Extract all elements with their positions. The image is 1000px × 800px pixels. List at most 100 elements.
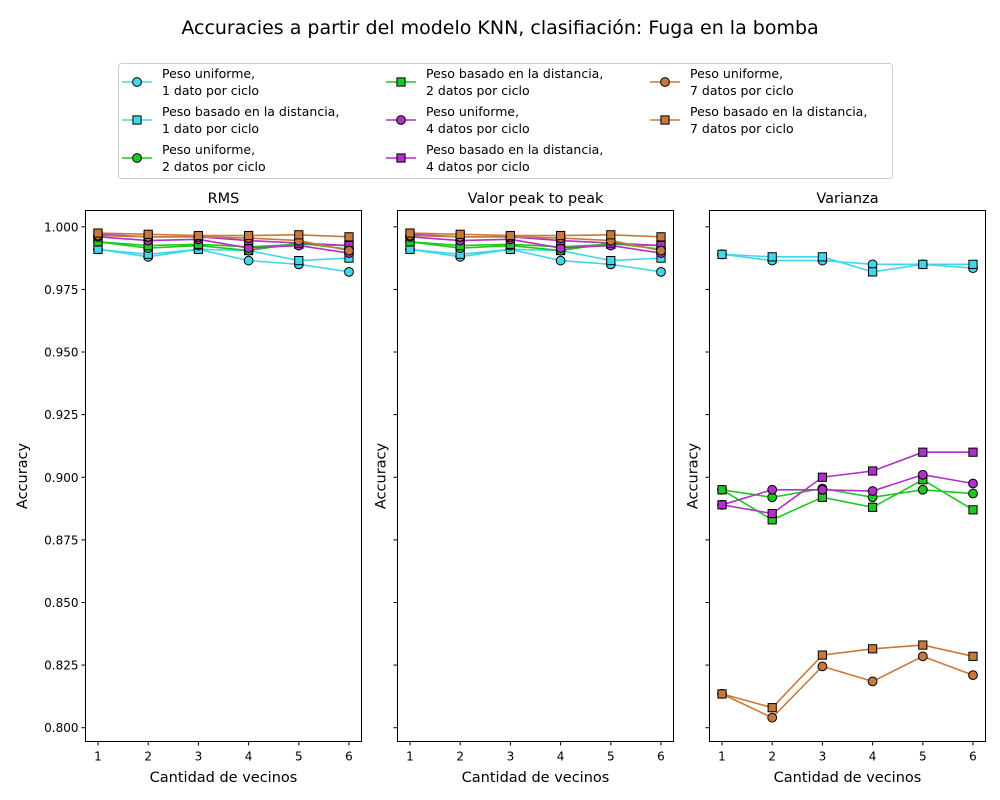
legend-marker — [396, 115, 406, 125]
legend-marker — [396, 153, 406, 163]
data-point — [918, 259, 928, 269]
data-point — [968, 259, 978, 269]
legend-item: Peso uniforme, 4 datos por ciclo — [386, 104, 530, 136]
y-axis-label: Accuracy — [686, 442, 702, 509]
series-line — [409, 236, 662, 254]
x-tick-label: 3 — [507, 750, 515, 764]
data-point — [817, 650, 827, 660]
data-point — [868, 502, 878, 512]
series-line — [721, 655, 974, 719]
series-line — [721, 487, 974, 499]
series-line — [409, 248, 662, 273]
legend-marker — [132, 153, 142, 163]
chart-panels: RMS 1 2 3 4 5 6 0.800 0.825 0.850 0.875 0.900 0.925 0… — [15, 191, 986, 786]
legend-item: Peso basado en la distancia, 1 dato por c… — [122, 104, 339, 136]
data-point — [344, 245, 354, 256]
series-line — [721, 451, 973, 515]
y-tick-label: 0.975 — [44, 283, 78, 297]
data-point — [817, 661, 828, 672]
legend-marker — [660, 77, 670, 87]
data-point — [193, 230, 204, 241]
series-line — [409, 248, 662, 262]
x-tick-label: 1 — [94, 750, 102, 764]
y-tick-label: 0.800 — [44, 721, 78, 735]
data-point — [968, 651, 978, 661]
data-point — [917, 469, 928, 480]
series-line — [409, 232, 662, 238]
data-point — [817, 472, 827, 482]
legend-label: Peso basado en la distancia, — [690, 104, 867, 119]
data-point — [767, 508, 777, 519]
legend-marker — [660, 115, 670, 125]
data-point — [917, 484, 928, 495]
legend-label: Peso uniforme, — [426, 104, 519, 119]
data-point — [817, 252, 827, 262]
y-tick-label: 1.000 — [44, 220, 78, 234]
x-tick-label: 5 — [919, 750, 927, 764]
legend-label: 2 datos por ciclo — [162, 159, 266, 174]
y-tick-label: 0.850 — [44, 596, 78, 610]
y-tick-label: 0.925 — [44, 408, 78, 422]
x-tick-label: 2 — [456, 750, 464, 764]
y-axis-label: Accuracy — [374, 442, 390, 509]
legend-item: Peso uniforme, 2 datos por ciclo — [122, 142, 266, 174]
data-point — [656, 266, 666, 277]
data-point — [867, 486, 878, 496]
series-line — [409, 241, 662, 248]
chart-panel: Valor peak to peak 1 2 3 4 5 6 Cantidad de veci… — [374, 191, 674, 786]
data-point — [767, 703, 777, 713]
x-tick-label: 4 — [557, 750, 565, 764]
data-point — [868, 466, 878, 476]
x-tick-label: 5 — [295, 750, 303, 764]
x-tick-label: 6 — [657, 750, 665, 764]
y-tick-label: 0.875 — [44, 533, 78, 547]
series-line — [97, 248, 350, 273]
legend-label: Peso basado en la distancia, — [162, 104, 339, 119]
data-point — [93, 228, 103, 238]
data-point — [868, 644, 878, 654]
data-point — [968, 478, 978, 489]
x-axis-label: Cantidad de vecinos — [462, 770, 610, 786]
legend-label: Peso uniforme, — [690, 66, 783, 81]
legend-label: 4 datos por ciclo — [426, 121, 530, 136]
legend-item: Peso uniforme, 7 datos por ciclo — [650, 66, 794, 98]
legend-label: Peso uniforme, — [162, 142, 255, 157]
data-point — [867, 676, 878, 687]
data-point — [767, 712, 778, 723]
legend-item: Peso basado en la distancia, 4 datos por … — [386, 142, 603, 174]
plot-frame — [85, 210, 362, 742]
legend-label: 4 datos por ciclo — [426, 159, 530, 174]
x-tick-label: 4 — [869, 750, 877, 764]
data-point — [344, 266, 354, 277]
y-tick-label: 0.900 — [44, 471, 78, 485]
data-point — [344, 232, 354, 242]
legend-item: Peso basado en la distancia, 7 datos por … — [650, 104, 867, 136]
data-point — [717, 500, 727, 510]
legend-marker — [396, 77, 406, 87]
data-point — [294, 230, 304, 240]
x-tick-label: 3 — [819, 750, 827, 764]
data-point — [294, 255, 304, 266]
panel-title: Varianza — [816, 191, 878, 207]
legend-label: 7 datos por ciclo — [690, 121, 794, 136]
x-tick-label: 5 — [607, 750, 615, 764]
data-point — [244, 230, 254, 241]
data-point — [656, 245, 666, 256]
series-line — [97, 236, 350, 254]
legend-item: Peso uniforme, 1 dato por ciclo — [122, 66, 259, 98]
legend-frame — [118, 63, 893, 179]
data-point — [968, 505, 978, 515]
data-point — [968, 670, 978, 681]
data-point — [968, 488, 978, 499]
x-tick-label: 2 — [144, 750, 152, 764]
y-axis-label: Accuracy — [15, 442, 31, 509]
y-tick-label: 0.825 — [44, 659, 78, 673]
data-point — [143, 229, 153, 239]
y-tick-label: 0.950 — [44, 346, 78, 360]
legend-item: Peso basado en la distancia, 2 datos por … — [386, 66, 603, 98]
legend-label: 2 datos por ciclo — [426, 83, 530, 98]
data-point — [717, 249, 727, 259]
plot-frame — [397, 210, 674, 742]
data-point — [918, 640, 928, 650]
chart-panel: RMS 1 2 3 4 5 6 0.800 0.825 0.850 0.875 0.900 0.925 0… — [15, 191, 362, 786]
